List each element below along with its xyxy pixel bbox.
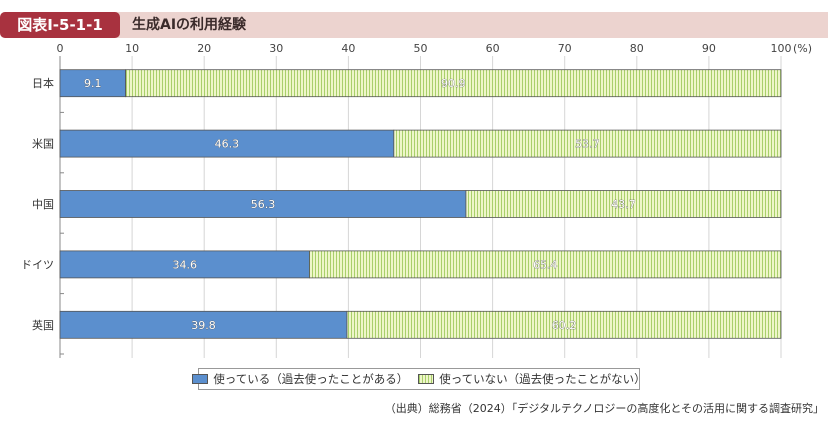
- bar-not-used: [309, 250, 782, 279]
- x-tick-label: 50: [414, 42, 428, 55]
- x-tick-label: 30: [269, 42, 283, 55]
- category-label: ドイツ: [21, 258, 54, 271]
- bar-used: [59, 129, 395, 158]
- x-tick-label: 10: [125, 42, 139, 55]
- figure-label: 図表Ⅰ-5-1-1: [0, 12, 120, 38]
- stacked-bar-chart: 0 10 20 30 40 50 60 70 80 90 100 (%) 日本 9.1 90.9 米国 46.3…: [21, 42, 812, 358]
- legend-swatch-not-used: [418, 374, 435, 384]
- source-note: （出典）総務省（2024）「デジタルテクノロジーの高度化とその活用に関する調査研…: [384, 402, 824, 415]
- data-label: 90.9: [441, 77, 466, 90]
- bar-not-used: [125, 69, 782, 98]
- data-label: 53.7: [575, 138, 600, 151]
- figure-header: 図表Ⅰ-5-1-1 生成AIの利用経験: [0, 12, 828, 38]
- x-tick-label: 70: [558, 42, 572, 55]
- legend-item-used: 使っている（過去使ったことがある）: [192, 371, 408, 387]
- category-label: 英国: [32, 318, 54, 332]
- x-tick-label: 20: [197, 42, 211, 55]
- data-label: 56.3: [251, 198, 276, 211]
- bar-not-used: [393, 129, 782, 158]
- data-label: 34.6: [172, 258, 197, 271]
- data-label: 65.4: [533, 258, 558, 271]
- category-label: 米国: [32, 138, 54, 151]
- figure-title: 生成AIの利用経験: [132, 17, 247, 33]
- legend-item-not-used: 使っていない（過去使ったことがない）: [418, 371, 646, 387]
- data-label: 43.7: [611, 198, 636, 211]
- x-tick-label: 100: [771, 42, 792, 55]
- data-label: 60.2: [552, 319, 577, 332]
- data-label: 9.1: [84, 77, 102, 90]
- category-label: 中国: [32, 198, 54, 211]
- category-label: 日本: [32, 76, 54, 90]
- bar-used: [59, 69, 127, 98]
- x-tick-label: 90: [702, 42, 716, 55]
- x-tick-label: 60: [486, 42, 500, 55]
- x-tick-label: 40: [341, 42, 355, 55]
- bar-not-used: [465, 190, 782, 218]
- legend: 使っている（過去使ったことがある） 使っていない（過去使ったことがない）: [192, 368, 646, 390]
- bar-not-used: [346, 310, 782, 339]
- legend-swatch-used: [192, 374, 209, 384]
- bar-used: [59, 250, 310, 279]
- x-tick-label: 0: [57, 42, 64, 55]
- x-tick-label: 80: [630, 42, 644, 55]
- data-label: 46.3: [215, 138, 240, 151]
- legend-label-not-used: 使っていない（過去使ったことがない）: [439, 372, 646, 386]
- bar-used: [59, 310, 348, 339]
- x-axis-unit: (%): [793, 42, 812, 55]
- data-label: 39.8: [191, 319, 216, 332]
- legend-label-used: 使っている（過去使ったことがある）: [213, 372, 409, 386]
